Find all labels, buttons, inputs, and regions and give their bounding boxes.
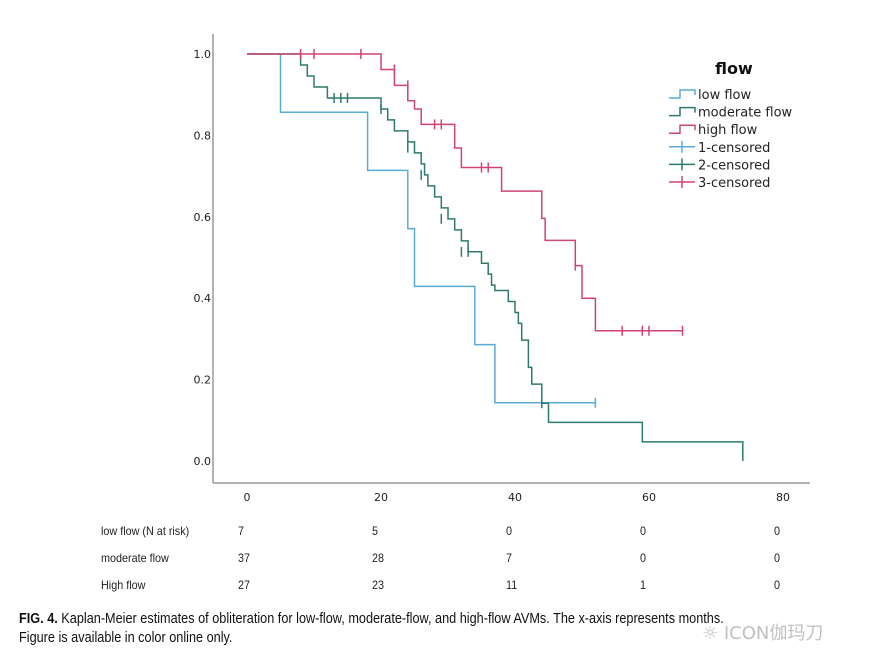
legend-label: high flow	[698, 123, 758, 138]
axes: 0.0 0.2 0.4 0.6 0.8 1.0 0 20 40 60 80	[194, 34, 810, 504]
legend-label: 2-censored	[698, 158, 770, 173]
series-low-flow	[247, 53, 597, 408]
legend-label: low flow	[698, 88, 751, 103]
legend-step-icon	[669, 106, 696, 117]
y-tick-label: 0.8	[194, 129, 212, 142]
x-tick-label: 20	[374, 491, 388, 504]
y-tick-label: 0.2	[194, 374, 212, 387]
legend-label: 1-censored	[698, 141, 770, 156]
caption-text: Kaplan-Meier estimates of obliteration f…	[57, 611, 724, 627]
x-tick-label: 80	[776, 491, 790, 504]
survival-curve	[247, 53, 683, 332]
legend-label: moderate flow	[698, 106, 793, 121]
legend-entry: moderate flow	[669, 106, 793, 121]
series-high-flow	[247, 49, 684, 336]
legend-title: flow	[715, 59, 753, 78]
survival-curve	[247, 53, 596, 404]
survival-curve	[247, 53, 744, 461]
legend-entry: low flow	[669, 88, 751, 103]
x-tick-label: 40	[508, 491, 522, 504]
legend: flow low flow moderate flow high flow 1-cens…	[669, 59, 793, 191]
y-tick-label: 0.4	[194, 292, 212, 305]
x-tick-label: 60	[642, 491, 656, 504]
legend-entry: 3-censored	[669, 176, 770, 191]
y-tick-label: 0.6	[194, 211, 212, 224]
legend-entry: high flow	[669, 123, 758, 138]
x-tick-label: 0	[244, 491, 251, 504]
wechat-icon: ☼	[702, 623, 719, 644]
y-tick-label: 0.0	[194, 455, 212, 468]
legend-entry: 1-censored	[669, 140, 770, 156]
caption-line2: Figure is available in color online only…	[19, 630, 233, 646]
watermark-text: ICON伽玛刀	[723, 623, 824, 644]
series-layer	[247, 49, 744, 461]
series-moderate-flow	[247, 53, 744, 461]
legend-label: 3-censored	[698, 176, 770, 191]
figure-caption: FIG. 4. Kaplan-Meier estimates of oblite…	[19, 610, 859, 648]
legend-step-icon	[669, 124, 696, 134]
watermark: ☼ ICON伽玛刀	[702, 619, 823, 645]
y-tick-label: 1.0	[194, 48, 212, 61]
legend-entry: 2-censored	[669, 158, 770, 173]
legend-step-icon	[669, 89, 696, 99]
caption-label: FIG. 4.	[19, 611, 58, 627]
km-chart: 0.0 0.2 0.4 0.6 0.8 1.0 0 20 40 60 80 flow low flow…	[194, 34, 810, 504]
